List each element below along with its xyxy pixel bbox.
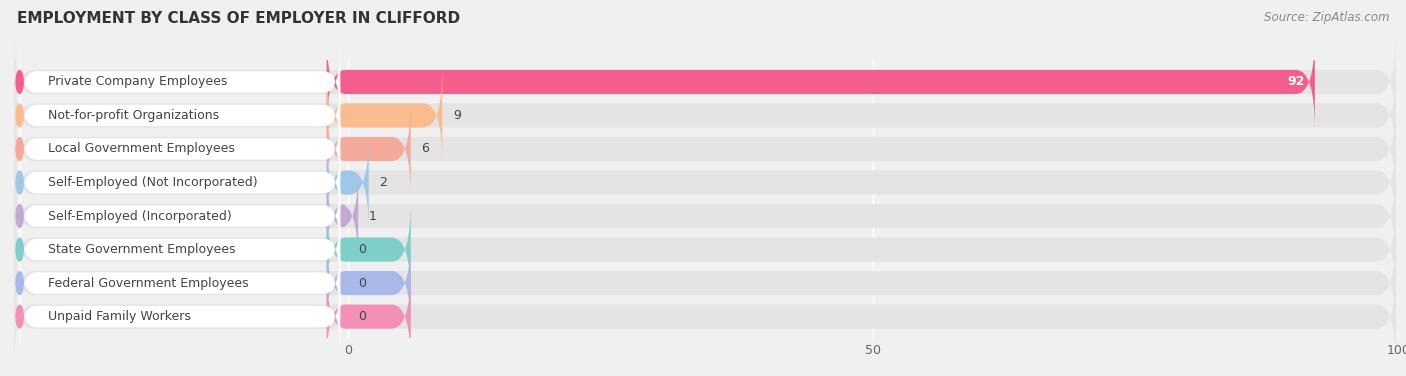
FancyBboxPatch shape — [20, 42, 340, 121]
Circle shape — [15, 71, 24, 93]
FancyBboxPatch shape — [326, 235, 411, 331]
FancyBboxPatch shape — [326, 67, 443, 164]
FancyBboxPatch shape — [326, 268, 411, 365]
FancyBboxPatch shape — [326, 101, 411, 197]
FancyBboxPatch shape — [20, 76, 340, 155]
Text: Federal Government Employees: Federal Government Employees — [48, 277, 249, 290]
Text: 1: 1 — [368, 209, 377, 223]
Text: 0: 0 — [359, 277, 366, 290]
Circle shape — [15, 171, 24, 194]
Text: Self-Employed (Incorporated): Self-Employed (Incorporated) — [48, 209, 232, 223]
FancyBboxPatch shape — [14, 235, 1396, 331]
Text: 0: 0 — [359, 310, 366, 323]
FancyBboxPatch shape — [326, 34, 1315, 130]
FancyBboxPatch shape — [14, 201, 1396, 298]
FancyBboxPatch shape — [326, 168, 359, 264]
Text: Not-for-profit Organizations: Not-for-profit Organizations — [48, 109, 219, 122]
FancyBboxPatch shape — [14, 268, 1396, 365]
Text: Self-Employed (Not Incorporated): Self-Employed (Not Incorporated) — [48, 176, 257, 189]
Text: 2: 2 — [380, 176, 387, 189]
FancyBboxPatch shape — [14, 101, 1396, 197]
FancyBboxPatch shape — [20, 277, 340, 356]
FancyBboxPatch shape — [326, 134, 368, 231]
Circle shape — [15, 238, 24, 261]
Circle shape — [15, 305, 24, 328]
Text: State Government Employees: State Government Employees — [48, 243, 236, 256]
Text: Private Company Employees: Private Company Employees — [48, 76, 228, 88]
FancyBboxPatch shape — [14, 134, 1396, 231]
FancyBboxPatch shape — [14, 168, 1396, 264]
FancyBboxPatch shape — [20, 109, 340, 188]
Circle shape — [15, 138, 24, 161]
Text: Unpaid Family Workers: Unpaid Family Workers — [48, 310, 191, 323]
FancyBboxPatch shape — [14, 67, 1396, 164]
Text: EMPLOYMENT BY CLASS OF EMPLOYER IN CLIFFORD: EMPLOYMENT BY CLASS OF EMPLOYER IN CLIFF… — [17, 11, 460, 26]
Text: Local Government Employees: Local Government Employees — [48, 143, 235, 156]
Text: Source: ZipAtlas.com: Source: ZipAtlas.com — [1264, 11, 1389, 24]
FancyBboxPatch shape — [20, 244, 340, 323]
Circle shape — [15, 104, 24, 127]
Circle shape — [15, 272, 24, 294]
FancyBboxPatch shape — [326, 201, 411, 298]
Circle shape — [15, 205, 24, 227]
FancyBboxPatch shape — [14, 34, 1396, 130]
FancyBboxPatch shape — [20, 176, 340, 256]
Text: 6: 6 — [422, 143, 429, 156]
FancyBboxPatch shape — [20, 143, 340, 222]
Text: 0: 0 — [359, 243, 366, 256]
Text: 92: 92 — [1286, 76, 1305, 88]
FancyBboxPatch shape — [20, 210, 340, 289]
Text: 9: 9 — [453, 109, 461, 122]
